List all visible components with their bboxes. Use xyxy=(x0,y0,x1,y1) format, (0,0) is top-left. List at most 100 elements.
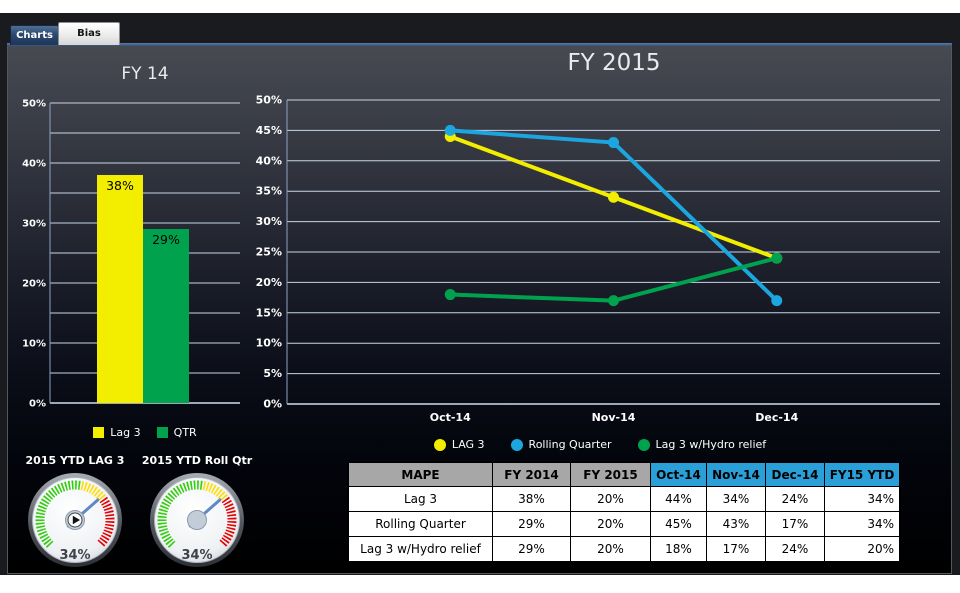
y-tick-label: 15% xyxy=(256,306,282,319)
data-point-lag-3-w-hydro-relief xyxy=(771,252,783,264)
play-icon-triangle xyxy=(72,515,80,525)
x-tick-label: Dec-14 xyxy=(755,411,798,424)
lag3-swatch xyxy=(433,438,446,451)
table-cell: 24% xyxy=(765,536,825,563)
lag3-swatch xyxy=(93,427,105,438)
series-line-lag-3-w-hydro-relief xyxy=(448,256,779,303)
legend-label: Lag 3 w/Hydro relief xyxy=(655,438,767,451)
gauge-value: 34% xyxy=(59,548,90,563)
table-row: Rolling Quarter 29% 20% 45% 43% 17% 34% xyxy=(347,511,901,537)
column-header-mape: MAPE xyxy=(347,461,493,487)
table-cell: 38% xyxy=(492,486,571,512)
y-tick-label: 35% xyxy=(256,185,282,198)
bar-chart-title: FY 14 xyxy=(121,64,169,84)
rollqtr-gauge-title: 2015 YTD Roll Qtr xyxy=(141,454,253,467)
table-cell: 17% xyxy=(765,511,825,537)
column-header-nov-14: Nov-14 xyxy=(706,461,766,487)
fy14-bar-chart: 0% 10% 20% 30% 40% 50% 38% 29% xyxy=(22,99,240,410)
table-cell: 20% xyxy=(570,511,651,537)
legend-item-lag3: LAG 3 xyxy=(433,438,485,451)
table-cell: 20% xyxy=(824,536,901,563)
gauge-band xyxy=(218,496,237,548)
tab-strip-underline xyxy=(7,43,952,46)
bar-lag-3 xyxy=(97,175,143,403)
table-cell: Lag 3 xyxy=(347,486,493,512)
table-cell: 24% xyxy=(765,486,825,512)
hydro-relief-swatch xyxy=(637,438,650,451)
table-cell: 43% xyxy=(706,511,766,537)
qtr-swatch xyxy=(156,427,168,438)
y-tick-label: 0% xyxy=(263,398,282,411)
column-header-oct-14: Oct-14 xyxy=(650,461,707,487)
table-cell: 18% xyxy=(650,536,707,563)
rollqtr-gauge: 34% xyxy=(150,473,244,567)
y-tick-label: 30% xyxy=(22,219,46,230)
table-cell: 17% xyxy=(706,536,766,563)
y-tick-label: 40% xyxy=(256,154,282,167)
legend-label: QTR xyxy=(173,426,197,439)
column-header-fy-2015: FY 2015 xyxy=(570,461,651,487)
legend-item-qtr: QTR xyxy=(156,426,197,439)
table-cell: 45% xyxy=(650,511,707,537)
legend-item-lag3: Lag 3 xyxy=(93,426,141,439)
table-cell: 20% xyxy=(570,486,651,512)
y-tick-label: 5% xyxy=(263,367,282,380)
column-header-dec-14: Dec-14 xyxy=(765,461,825,487)
gauge-band xyxy=(157,480,205,548)
data-point-lag-3-w-hydro-relief xyxy=(444,289,456,301)
legend-label: Rolling Quarter xyxy=(528,438,612,451)
x-tick-label: Nov-14 xyxy=(592,411,636,424)
y-tick-label: 30% xyxy=(256,215,282,228)
legend-item-hydro-relief: Lag 3 w/Hydro relief xyxy=(637,438,767,451)
table-cell: 44% xyxy=(650,486,707,512)
y-tick-label: 50% xyxy=(22,99,46,110)
gauge-band xyxy=(96,496,115,548)
gauge-band xyxy=(202,481,229,503)
bar-value-label: 38% xyxy=(106,178,134,193)
legend-label: Lag 3 xyxy=(110,426,141,439)
line-chart-title: FY 2015 xyxy=(567,50,661,76)
data-point-lag-3-w-hydro-relief xyxy=(608,295,619,307)
bar-value-label: 29% xyxy=(152,232,180,247)
gauge-value: 34% xyxy=(181,548,212,563)
data-point-rolling-quarter xyxy=(608,137,619,149)
data-point-rolling-quarter xyxy=(771,295,783,307)
y-tick-label: 20% xyxy=(256,276,282,289)
y-tick-label: 10% xyxy=(256,337,282,350)
table-cell: 34% xyxy=(824,511,901,537)
table-cell: 34% xyxy=(824,486,901,512)
line-chart-legend: LAG 3 Rolling Quarter Lag 3 w/Hydro reli… xyxy=(300,438,900,451)
gauge-band xyxy=(35,480,83,548)
x-tick-label: Oct-14 xyxy=(430,411,471,424)
bar-chart-legend: Lag 3 QTR xyxy=(70,426,220,439)
y-tick-label: 50% xyxy=(256,95,282,107)
y-tick-label: 10% xyxy=(22,339,46,350)
table-header-row: MAPE FY 2014 FY 2015 Oct-14 Nov-14 Dec-14 FY15… xyxy=(347,461,901,487)
data-point-lag-3 xyxy=(608,191,619,203)
table-cell: 34% xyxy=(706,486,766,512)
mape-table-head: MAPE FY 2014 FY 2015 Oct-14 Nov-14 Dec-14 FY15… xyxy=(347,461,901,487)
tab-charts[interactable]: Charts xyxy=(10,25,59,45)
table-cell: 29% xyxy=(492,511,571,537)
y-tick-label: 40% xyxy=(22,159,46,170)
table-cell: Lag 3 w/Hydro relief xyxy=(347,536,493,563)
gauge-band xyxy=(80,481,107,503)
fy2015-line-chart: 0% 5% 10% 15% 20% 25% 30% 35% 40% 45% 50% Oct-14 Nov… xyxy=(256,95,940,424)
y-tick-label: 25% xyxy=(256,246,282,259)
table-cell: 29% xyxy=(492,536,571,563)
y-tick-label: 45% xyxy=(256,124,282,137)
table-cell: 20% xyxy=(570,536,651,563)
column-header-fy15-ytd: FY15 YTD xyxy=(824,461,901,487)
y-tick-label: 0% xyxy=(29,399,46,410)
data-point-rolling-quarter xyxy=(444,124,456,136)
lag3-gauge-title: 2015 YTD LAG 3 xyxy=(25,454,125,467)
legend-label: LAG 3 xyxy=(451,438,485,451)
legend-item-rolling-quarter: Rolling Quarter xyxy=(510,438,612,451)
mape-table-body: Lag 3 38% 20% 44% 34% 24% 34% Rolling Quarter 29… xyxy=(347,486,901,563)
bar-qtr xyxy=(143,229,189,403)
y-tick-label: 20% xyxy=(22,279,46,290)
mape-table: MAPE FY 2014 FY 2015 Oct-14 Nov-14 Dec-14 FY15… xyxy=(347,461,901,563)
table-row: Lag 3 38% 20% 44% 34% 24% 34% xyxy=(347,486,901,512)
column-header-fy-2014: FY 2014 xyxy=(492,461,571,487)
tab-bias[interactable]: Bias xyxy=(58,22,120,45)
